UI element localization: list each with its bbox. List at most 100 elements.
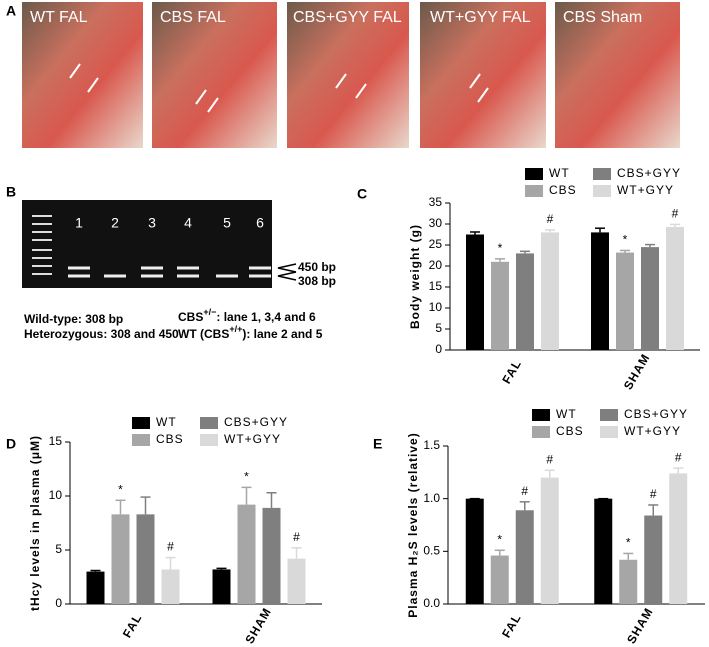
- x-tick-label: SHAM: [624, 605, 656, 646]
- bar: [491, 261, 509, 350]
- significance: #: [546, 452, 553, 466]
- photo-label: CBS+GYY FAL: [293, 9, 402, 26]
- legend-swatch: [532, 409, 550, 421]
- significance: #: [521, 484, 528, 498]
- bands: [68, 266, 271, 278]
- significance: *: [497, 532, 502, 546]
- significance: #: [650, 487, 657, 501]
- significance: #: [672, 207, 679, 221]
- y-tick-label: 0: [55, 596, 62, 610]
- significance: #: [167, 540, 174, 554]
- arrows: [69, 63, 489, 113]
- panel-label: E: [373, 436, 382, 452]
- significance: #: [547, 212, 554, 226]
- significance: *: [498, 241, 503, 255]
- bar: [466, 234, 484, 350]
- legend-swatch: [593, 168, 611, 180]
- significance: *: [118, 482, 123, 496]
- significance: *: [626, 536, 631, 550]
- legend-label: CBS: [556, 424, 584, 438]
- y-tick-label: 0.0: [423, 596, 440, 610]
- legend-label: WT+GYY: [617, 183, 674, 197]
- x-tick-label: FAL: [499, 357, 524, 386]
- legend-label: CBS+GYY: [224, 415, 288, 429]
- bar: [262, 507, 281, 604]
- bar: [161, 569, 180, 604]
- bar: [465, 498, 484, 604]
- bar: [515, 510, 534, 604]
- panel-label: A: [6, 3, 16, 19]
- y-tick-label: 0.5: [423, 544, 440, 558]
- panel-label: C: [357, 186, 367, 202]
- y-axis-title: Plasma H₂S levels (relative): [406, 432, 420, 617]
- bar: [641, 247, 659, 350]
- lane-note-prefix: WT (CBS: [178, 327, 229, 341]
- bar: [669, 473, 688, 604]
- bar: [516, 253, 534, 350]
- lane-label: 2: [111, 215, 119, 231]
- legend-swatch: [600, 426, 618, 438]
- genotype-note: Wild-type: 308 bp: [24, 312, 123, 326]
- photo: [287, 2, 409, 148]
- lane-note-text: ): lane 2 and 5: [242, 327, 322, 341]
- bar: [591, 232, 609, 350]
- y-tick-label: 5: [55, 542, 62, 556]
- y-tick-label: 25: [429, 237, 443, 251]
- lane-label: 3: [148, 215, 156, 231]
- photo: [152, 2, 277, 148]
- x-tick-label: SHAM: [621, 351, 653, 392]
- y-tick-label: 30: [429, 216, 443, 230]
- legend-swatch: [525, 185, 543, 197]
- photo: [22, 2, 143, 148]
- band-size: 450 bp: [298, 260, 336, 274]
- y-tick-label: 35: [429, 195, 443, 209]
- bar: [287, 558, 306, 604]
- photo-label: WT FAL: [30, 9, 88, 26]
- photo-label: CBS FAL: [160, 9, 226, 26]
- legend-label: CBS+GYY: [617, 166, 681, 180]
- bar: [490, 555, 509, 604]
- band-arrows: [277, 263, 297, 281]
- bar: [237, 504, 256, 604]
- lane-note-sup: +/−: [203, 307, 216, 317]
- lane-note-prefix: CBS: [178, 310, 203, 324]
- significance: #: [293, 530, 300, 544]
- x-tick-label: SHAM: [242, 605, 274, 646]
- lane-note-sup: +/+: [229, 324, 242, 334]
- lane-note: CBS+/−: lane 1, 3,4 and 6: [178, 307, 316, 324]
- lane-label: 6: [256, 215, 264, 231]
- lane-note: WT (CBS+/+): lane 2 and 5: [178, 324, 323, 341]
- significance: *: [623, 233, 628, 247]
- legend-label: WT: [556, 407, 577, 421]
- bar: [540, 477, 559, 604]
- panel-label: B: [6, 184, 16, 200]
- bar: [594, 498, 613, 604]
- y-tick-label: 15: [429, 279, 443, 293]
- bar: [666, 226, 684, 350]
- legend-swatch: [532, 426, 550, 438]
- legend-swatch: [593, 185, 611, 197]
- y-tick-label: 10: [49, 488, 63, 502]
- legend-label: WT+GYY: [224, 432, 281, 446]
- significance: #: [675, 450, 682, 464]
- lane-label: 1: [75, 215, 83, 231]
- gel: 1 2 3 4 5 6 450 bp 308 bp: [22, 200, 336, 288]
- lane-label: 4: [184, 215, 192, 231]
- photo-label: CBS Sham: [563, 9, 642, 26]
- y-axis-title: Body weight (g): [408, 224, 422, 329]
- ladder: [32, 215, 52, 275]
- band-size: 308 bp: [298, 274, 336, 288]
- legend-swatch: [525, 168, 543, 180]
- y-tick-label: 10: [429, 300, 443, 314]
- legend-label: WT: [549, 166, 570, 180]
- y-tick-label: 0: [435, 342, 442, 356]
- photo: [555, 2, 680, 148]
- bar: [86, 571, 105, 604]
- y-axis-title: tHcy levels in plasma (μM): [28, 435, 42, 611]
- bar: [212, 569, 231, 604]
- photo-label: WT+GYY FAL: [430, 9, 531, 26]
- legend-label: WT: [156, 415, 177, 429]
- panel-label: D: [6, 436, 16, 452]
- lane-label: 5: [223, 215, 231, 231]
- genotype-note: Heterozygous: 308 and 450: [24, 327, 179, 341]
